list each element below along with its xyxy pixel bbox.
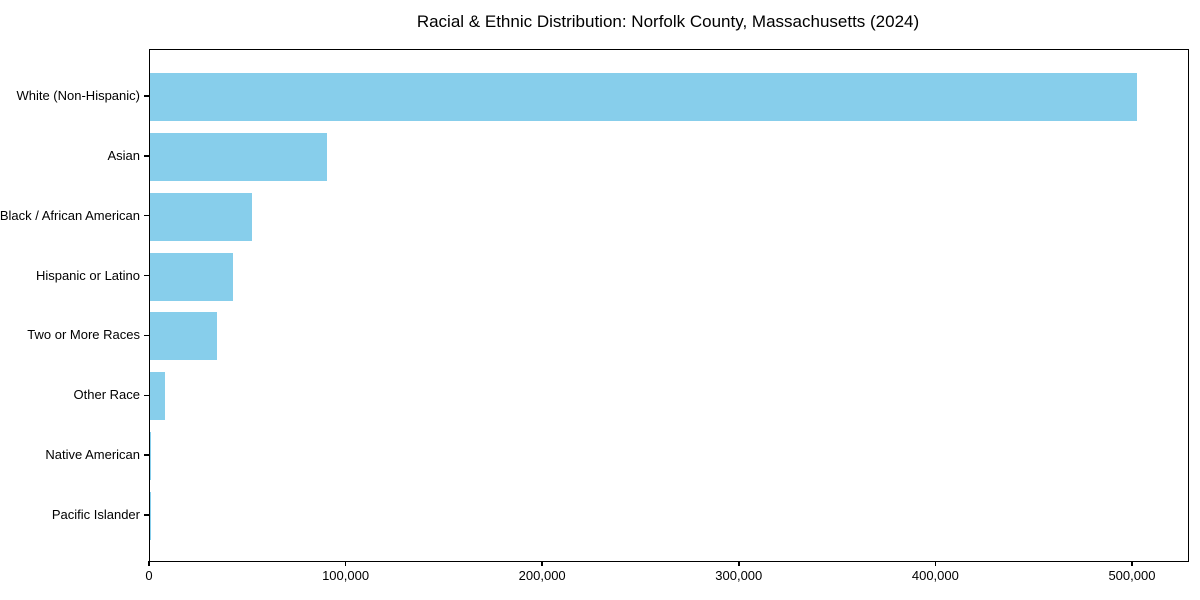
bar-other-race: [150, 372, 165, 421]
x-tick-label: 400,000: [911, 568, 959, 583]
x-tick-label: 300,000: [715, 568, 763, 583]
x-tick-mark: [1131, 561, 1133, 566]
y-tick-label: Pacific Islander: [51, 507, 140, 523]
y-tick-mark: [144, 214, 149, 217]
y-tick-label: Black / African American: [0, 207, 140, 223]
y-tick-label: Two or More Races: [27, 327, 140, 343]
bar-native-american: [150, 432, 151, 481]
bar-two-or-more-races: [150, 312, 217, 361]
y-tick-mark: [144, 274, 149, 277]
x-tick-mark: [148, 561, 150, 566]
y-tick-mark: [144, 95, 149, 97]
y-tick-mark: [144, 514, 149, 516]
y-tick-mark: [144, 454, 149, 456]
bar-hispanic-or-latino: [150, 252, 233, 301]
plot-area: [149, 49, 1189, 562]
x-tick-mark: [738, 561, 740, 566]
x-tick-mark: [934, 561, 937, 566]
y-tick-mark: [144, 334, 149, 337]
x-tick-label: 500,000: [1108, 568, 1156, 583]
y-tick-mark: [144, 155, 149, 157]
y-tick-label: Hispanic or Latino: [35, 267, 140, 283]
x-tick-mark: [541, 561, 543, 566]
y-tick-mark: [144, 394, 149, 397]
x-tick-mark: [344, 561, 347, 566]
x-tick-label: 100,000: [322, 568, 370, 583]
x-tick-label: 0: [145, 568, 153, 583]
chart-title: Racial & Ethnic Distribution: Norfolk Co…: [416, 12, 920, 31]
y-tick-label: Native American: [45, 447, 140, 463]
bar-black-african-american: [150, 192, 253, 241]
bar-asian: [150, 132, 327, 181]
y-tick-label: Asian: [107, 147, 140, 163]
y-tick-label: Other Race: [73, 387, 140, 403]
y-tick-label: White (Non-Hispanic): [16, 88, 140, 103]
bar-white-non-hispanic: [150, 73, 1137, 121]
x-tick-label: 200,000: [518, 568, 566, 583]
